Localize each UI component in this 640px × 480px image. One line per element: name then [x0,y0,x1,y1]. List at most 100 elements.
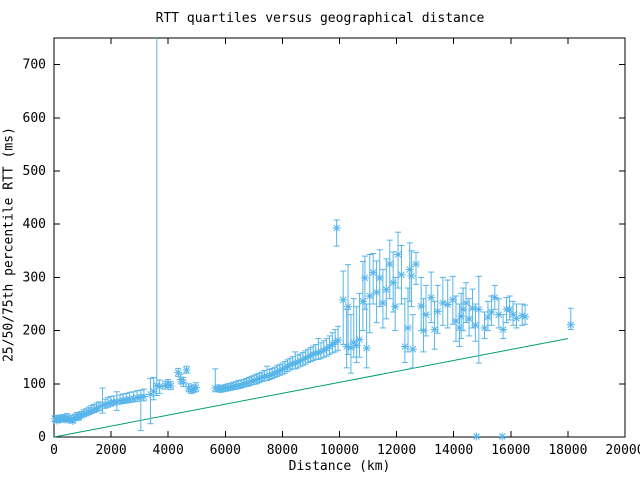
data-point [355,292,364,358]
data-points [50,38,575,441]
marker-arm [167,382,175,390]
marker-arm [156,383,163,390]
marker-arm [513,315,520,322]
y-tick-label: 100 [23,377,46,392]
marker-arm [343,343,350,350]
marker-arm [391,303,399,311]
marker-arm [484,313,492,321]
chart-title: RTT quartiles versus geographical distan… [155,11,485,26]
data-point [328,332,337,354]
data-point [382,258,391,320]
x-tick-label: 18000 [548,443,587,458]
data-point [494,298,503,329]
data-point [487,295,496,326]
data-point [465,298,474,337]
data-point [427,271,436,324]
data-point [342,308,351,369]
data-point [98,387,107,414]
x-tick-label: 10000 [320,443,359,458]
geodesic-rtt-line [53,338,568,438]
data-point [344,264,353,356]
marker-arm [386,260,394,268]
x-tick-label: 4000 [153,443,184,458]
x-tick-label: 14000 [434,443,473,458]
data-point [459,287,468,332]
marker-arm [473,433,480,440]
data-point [404,287,413,353]
marker-arm [420,327,427,334]
marker-arm [229,383,237,390]
x-tick-label: 8000 [267,443,298,458]
x-tick-label: 12000 [377,443,416,458]
data-point [174,367,183,377]
marker-arm [379,299,387,307]
data-point [334,325,343,351]
marker-arm [333,224,340,232]
data-point [306,347,315,362]
axes: 0 2000 4000 6000 8000 10000 12000 14000 16000 180… [23,37,640,458]
data-point [438,276,447,326]
data-point [509,300,518,326]
marker-arm [211,384,219,392]
data-point [391,276,400,332]
data-point [412,251,421,285]
marker-arm [422,311,430,318]
data-point [375,249,384,308]
marker-arm [506,305,514,313]
marker-arm [130,395,137,403]
marker-arm [431,326,438,333]
marker-arm [179,378,187,386]
marker-arm [472,321,479,329]
marker-arm [334,336,342,344]
marker-arm [214,385,222,392]
marker-arm [140,393,148,400]
fit-line [53,338,568,438]
data-point [443,279,452,329]
data-point [490,284,499,310]
marker-arm [518,312,526,320]
data-point [397,244,406,305]
marker-arm [382,286,390,293]
marker-arm [353,342,360,349]
marker-arm [183,366,190,374]
marker-arm [153,382,161,389]
marker-arm [449,296,457,304]
y-tick-label: 500 [23,164,46,179]
marker-arm [491,294,499,301]
y-tick-label: 300 [23,270,46,285]
data-point [191,382,200,392]
data-point [512,303,521,329]
x-tick-label: 0 [50,443,58,458]
marker-arm [434,308,442,315]
marker-arm [495,311,503,318]
data-point [101,398,110,409]
marker-arm [339,296,347,304]
data-point [480,311,489,340]
marker-arm [192,384,200,391]
marker-arm [174,369,182,376]
data-point [372,260,381,324]
x-tick-label: 2000 [95,443,126,458]
marker-arm [409,345,417,353]
data-point [471,303,480,342]
data-point [474,275,483,364]
data-point [166,381,175,391]
data-point [394,231,403,289]
marker-arm [344,303,352,311]
marker-arm [227,383,235,391]
x-axis-label: Distance (km) [288,459,391,474]
data-point [152,38,161,397]
marker-arm [404,324,412,332]
data-point [385,239,394,300]
data-point [358,260,367,332]
data-point [257,371,266,383]
data-point [182,365,191,374]
data-point [498,432,507,441]
x-tick-label: 16000 [491,443,530,458]
y-tick-label: 600 [23,111,46,126]
data-point [499,314,508,340]
data-point [179,376,188,387]
data-point [325,335,334,356]
marker-arm [222,384,229,392]
